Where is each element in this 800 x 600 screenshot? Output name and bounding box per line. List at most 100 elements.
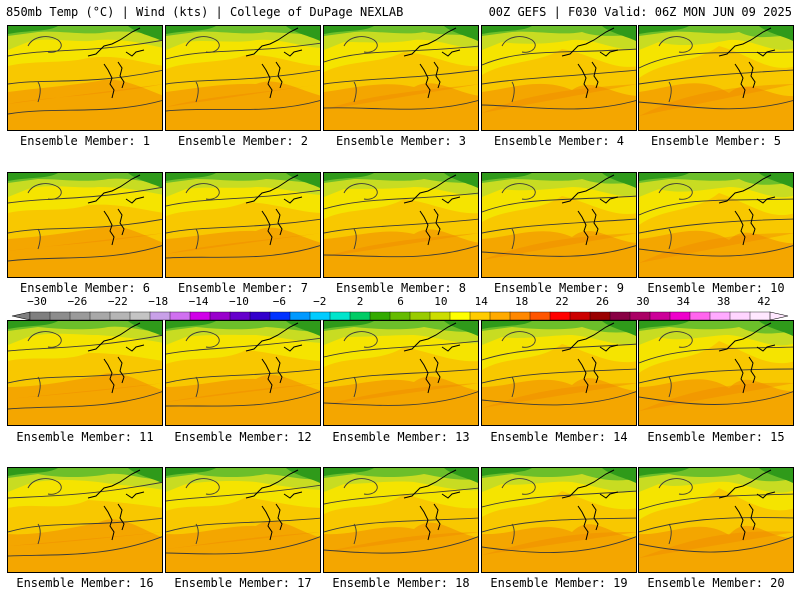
colorbar-swatch: [689, 311, 711, 321]
colorbar-tick-label: −2: [313, 295, 327, 308]
colorbar-tick-label: 6: [397, 295, 404, 308]
colorbar-swatch: [29, 311, 51, 321]
ensemble-member-map: [481, 172, 637, 278]
colorbar-swatch: [169, 311, 191, 321]
ensemble-member-label: Ensemble Member: 17: [174, 576, 312, 590]
ensemble-member-map: [7, 25, 163, 131]
ensemble-member-map: [323, 172, 479, 278]
colorbar-right-arrow: [769, 311, 789, 321]
colorbar-swatch: [529, 311, 551, 321]
ensemble-member-map: [323, 467, 479, 573]
colorbar-tick-label: −30: [27, 295, 47, 308]
colorbar-swatch: [469, 311, 491, 321]
ensemble-member-map: [638, 467, 794, 573]
colorbar-swatch: [749, 311, 771, 321]
ensemble-member-label: Ensemble Member: 16: [16, 576, 154, 590]
colorbar-swatch: [189, 311, 211, 321]
ensemble-member-label: Ensemble Member: 1: [19, 134, 151, 148]
colorbar-left-arrow: [11, 311, 31, 321]
ensemble-member-map: [7, 320, 163, 426]
colorbar-tick-label: −22: [107, 295, 128, 308]
colorbar-swatch: [329, 311, 351, 321]
colorbar-tick-label: 22: [555, 295, 569, 308]
ensemble-member-map: [481, 467, 637, 573]
ensemble-member-map: [7, 467, 163, 573]
colorbar-tick-label: 30: [636, 295, 650, 308]
colorbar-swatch: [69, 311, 91, 321]
colorbar-tick-label: 14: [474, 295, 488, 308]
colorbar-tick-label: −6: [272, 295, 286, 308]
colorbar-swatch: [629, 311, 651, 321]
ensemble-member-map: [481, 25, 637, 131]
colorbar-swatch: [309, 311, 331, 321]
colorbar-swatch: [589, 311, 611, 321]
colorbar-swatch: [509, 311, 531, 321]
colorbar-swatch: [289, 311, 311, 321]
ensemble-member-label: Ensemble Member: 7: [177, 281, 309, 295]
colorbar-swatch: [129, 311, 151, 321]
ensemble-member-label: Ensemble Member: 20: [647, 576, 785, 590]
colorbar-swatch: [709, 311, 731, 321]
colorbar-swatch: [729, 311, 751, 321]
colorbar-swatch: [109, 311, 131, 321]
colorbar-swatch: [349, 311, 371, 321]
colorbar-tick-label: 34: [676, 295, 690, 308]
colorbar-swatch: [89, 311, 111, 321]
colorbar-swatch: [409, 311, 431, 321]
colorbar-swatch: [549, 311, 571, 321]
ensemble-member-label: Ensemble Member: 6: [19, 281, 151, 295]
colorbar-swatch: [649, 311, 671, 321]
colorbar-tick-label: 10: [434, 295, 448, 308]
colorbar-swatch: [489, 311, 511, 321]
colorbar-tick-label: −26: [67, 295, 88, 308]
colorbar-tick-label: −14: [188, 295, 209, 308]
colorbar-swatch: [369, 311, 391, 321]
temperature-colorbar: [11, 311, 789, 321]
colorbar-tick-label: 42: [757, 295, 771, 308]
ensemble-member-label: Ensemble Member: 15: [647, 430, 785, 444]
colorbar-swatch: [669, 311, 691, 321]
ensemble-member-map: [165, 172, 321, 278]
ensemble-member-label: Ensemble Member: 14: [490, 430, 628, 444]
ensemble-member-map: [638, 172, 794, 278]
colorbar-swatch: [49, 311, 71, 321]
ensemble-member-label: Ensemble Member: 3: [335, 134, 467, 148]
colorbar-tick-label: 18: [515, 295, 529, 308]
colorbar-swatch: [389, 311, 411, 321]
ensemble-member-map: [481, 320, 637, 426]
colorbar-swatch: [229, 311, 251, 321]
colorbar-tick-label: 38: [716, 295, 731, 308]
ensemble-member-label: Ensemble Member: 10: [647, 281, 785, 295]
colorbar-tick-label: −18: [148, 295, 169, 308]
colorbar-swatch: [269, 311, 291, 321]
ensemble-member-map: [165, 320, 321, 426]
ensemble-member-map: [638, 320, 794, 426]
ensemble-member-map: [638, 25, 794, 131]
ensemble-member-label: Ensemble Member: 8: [335, 281, 467, 295]
colorbar-swatch: [149, 311, 171, 321]
ensemble-member-label: Ensemble Member: 11: [16, 430, 154, 444]
ensemble-member-label: Ensemble Member: 9: [493, 281, 625, 295]
colorbar-swatch: [609, 311, 631, 321]
ensemble-member-label: Ensemble Member: 12: [174, 430, 312, 444]
ensemble-member-label: Ensemble Member: 4: [493, 134, 625, 148]
colorbar-swatch: [209, 311, 231, 321]
map-title: 850mb Temp (°C) | Wind (kts) | College o…: [6, 5, 404, 19]
ensemble-member-map: [7, 172, 163, 278]
ensemble-member-label: Ensemble Member: 5: [650, 134, 782, 148]
colorbar-swatch: [569, 311, 591, 321]
colorbar-tick-label: 26: [595, 295, 610, 308]
colorbar-tick-label: 2: [356, 295, 364, 308]
colorbar-swatch: [429, 311, 451, 321]
colorbar-swatch: [249, 311, 271, 321]
ensemble-member-map: [165, 25, 321, 131]
ensemble-member-map: [323, 25, 479, 131]
colorbar-swatch: [449, 311, 471, 321]
ensemble-member-label: Ensemble Member: 2: [177, 134, 309, 148]
model-run-info: 00Z GEFS | F030 Valid: 06Z MON JUN 09 20…: [488, 5, 792, 19]
ensemble-member-label: Ensemble Member: 19: [490, 576, 628, 590]
ensemble-member-label: Ensemble Member: 18: [332, 576, 470, 590]
ensemble-member-label: Ensemble Member: 13: [332, 430, 470, 444]
ensemble-member-map: [165, 467, 321, 573]
colorbar-tick-label: −10: [229, 295, 249, 308]
